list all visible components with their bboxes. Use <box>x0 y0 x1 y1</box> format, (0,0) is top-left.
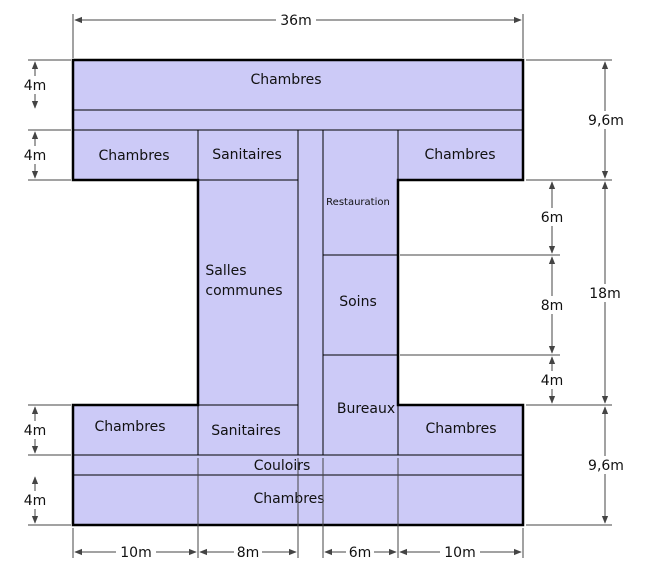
room-top-chambres <box>72 59 524 111</box>
dim-bottom-8m: 8m <box>237 545 260 561</box>
label-couloirs: Couloirs <box>254 458 311 474</box>
label-bureaux: Bureaux <box>337 401 395 417</box>
label-left-bottom-sanitaires: Sanitaires <box>211 423 281 439</box>
room-salles-communes <box>197 179 299 406</box>
room-left-top-sanitaires <box>197 129 299 181</box>
central-corridor <box>297 129 324 456</box>
label-bottom-chambres: Chambres <box>253 491 324 507</box>
top-corridor <box>72 109 524 131</box>
room-labels: Chambres Chambres Sanitaires Restauratio… <box>94 72 496 507</box>
dim-right-6m: 6m <box>541 210 564 226</box>
label-right-top-chambres: Chambres <box>424 147 495 163</box>
label-left-top-chambres: Chambres <box>98 148 169 164</box>
room-right-bottom-chambres <box>397 404 524 456</box>
dim-right-top-9-6m: 9,6m <box>588 113 624 129</box>
label-right-bottom-chambres: Chambres <box>425 421 496 437</box>
dim-right-4m: 4m <box>541 373 564 389</box>
dim-bottom-10m-right: 10m <box>444 545 475 561</box>
label-salles-communes-line2: communes <box>205 283 282 299</box>
building-outline <box>71 58 525 527</box>
dim-left-bottom-4m-a: 4m <box>24 423 47 439</box>
dim-right-bottom-9-6m: 9,6m <box>588 458 624 474</box>
dim-total-width: 36m <box>280 13 311 29</box>
dimension-labels: 36m 4m 4m 4m 4m 9,6m 18m 9,6m 6m 8m 4m 1… <box>24 13 624 561</box>
label-left-bottom-chambres: Chambres <box>94 419 165 435</box>
room-right-top-chambres <box>397 129 524 181</box>
dim-right-18m: 18m <box>589 286 620 302</box>
dim-left-bottom-4m-b: 4m <box>24 493 47 509</box>
label-soins: Soins <box>339 294 377 310</box>
dim-bottom-10m-left: 10m <box>120 545 151 561</box>
room-restauration <box>322 129 399 256</box>
room-soins <box>322 254 399 356</box>
building <box>72 59 524 526</box>
dimension-label-backgrounds <box>22 11 628 561</box>
room-left-top-chambres <box>72 129 199 181</box>
dim-left-top-4m-b: 4m <box>24 148 47 164</box>
label-top-chambres: Chambres <box>250 72 321 88</box>
dim-bottom-6m: 6m <box>349 545 372 561</box>
label-salles-communes-line1: Salles <box>205 263 246 279</box>
label-restauration: Restauration <box>326 197 390 208</box>
label-left-top-sanitaires: Sanitaires <box>212 147 282 163</box>
dim-left-top-4m-a: 4m <box>24 78 47 94</box>
dim-right-8m: 8m <box>541 298 564 314</box>
